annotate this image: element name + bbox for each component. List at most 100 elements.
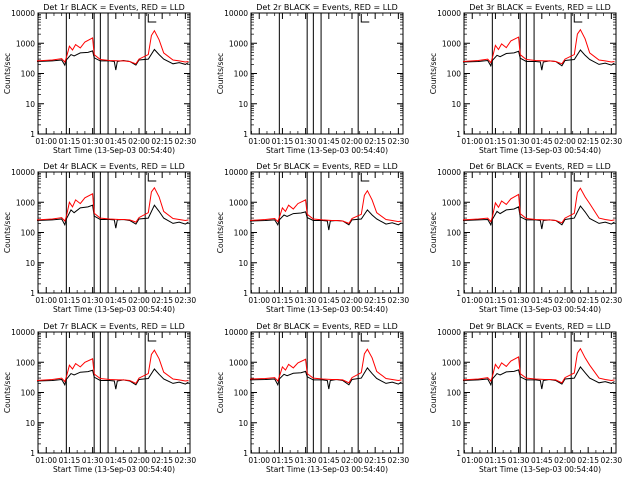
bracket-marker [573, 14, 583, 23]
y-tick-label: 10 [451, 100, 461, 109]
x-tick-label: 01:45 [105, 137, 127, 146]
x-tick-label: 01:30 [295, 456, 317, 465]
lld-series-line [36, 349, 189, 385]
y-tick-label: 1000 [442, 198, 461, 207]
events-series-line [462, 49, 615, 71]
y-tick-label: 10000 [11, 9, 35, 18]
x-tick-label: 02:30 [388, 296, 410, 305]
panel-title: Det 4r BLACK = Events, RED = LLD [43, 162, 185, 171]
y-tick-label: 10000 [224, 328, 248, 337]
x-tick-label: 01:00 [461, 137, 483, 146]
x-tick-label: 02:15 [577, 296, 599, 305]
y-axis-label: Counts/sec [429, 372, 438, 413]
y-tick-label: 100 [234, 70, 249, 79]
y-tick-label: 100 [234, 229, 249, 238]
y-tick-label: 1 [243, 130, 248, 139]
panel-title: Det 2r BLACK = Events, RED = LLD [256, 3, 398, 12]
x-tick-label: 02:00 [341, 137, 363, 146]
y-tick-label: 10 [25, 259, 35, 268]
x-tick-label: 02:30 [175, 456, 197, 465]
panel-title: Det 7r BLACK = Events, RED = LLD [43, 322, 185, 331]
y-tick-label: 100 [21, 389, 36, 398]
detector-panel: Det 6r BLACK = Events, RED = LLD 1 10 100 10… [429, 162, 622, 314]
y-tick-label: 10 [238, 100, 248, 109]
y-tick-label: 1000 [229, 198, 248, 207]
detector-panel: Det 4r BLACK = Events, RED = LLD 1 10 100 10… [3, 162, 196, 314]
y-tick-label: 10 [25, 419, 35, 428]
y-tick-label: 1 [30, 289, 35, 298]
plot-frame [250, 12, 404, 135]
y-tick-label: 1 [456, 130, 461, 139]
plot-frame [463, 12, 617, 135]
x-tick-label: 01:00 [248, 456, 270, 465]
bracket-marker [360, 14, 370, 23]
y-tick-label: 100 [447, 389, 462, 398]
y-tick-label: 1000 [16, 198, 35, 207]
x-tick-label: 02:30 [601, 456, 623, 465]
y-axis-label: Counts/sec [3, 372, 12, 413]
panel-title: Det 6r BLACK = Events, RED = LLD [469, 162, 611, 171]
y-tick-label: 1000 [229, 39, 248, 48]
y-axis-label: Counts/sec [429, 53, 438, 94]
bracket-marker [360, 333, 370, 342]
x-tick-label: 01:45 [531, 456, 553, 465]
x-tick-label: 01:15 [272, 296, 294, 305]
lld-series-line [249, 189, 402, 225]
x-tick-label: 02:30 [175, 296, 197, 305]
y-tick-label: 1000 [229, 358, 248, 367]
y-tick-label: 100 [21, 70, 36, 79]
events-series-line [36, 368, 189, 390]
x-tick-label: 01:15 [59, 137, 81, 146]
x-tick-label: 01:45 [531, 296, 553, 305]
x-axis-label: Start Time (13-Sep-03 00:54:40) [479, 465, 601, 474]
x-tick-label: 01:30 [508, 456, 530, 465]
lld-series-line [36, 186, 189, 223]
bracket-marker [573, 333, 583, 342]
events-series-line [36, 204, 189, 229]
panel-title: Det 9r BLACK = Events, RED = LLD [469, 322, 611, 331]
x-tick-label: 01:00 [35, 296, 57, 305]
y-tick-label: 1 [30, 449, 35, 458]
x-tick-label: 02:15 [151, 456, 173, 465]
plot-frame [463, 171, 617, 294]
panel-title: Det 1r BLACK = Events, RED = LLD [43, 3, 185, 12]
x-axis-label: Start Time (13-Sep-03 00:54:40) [266, 305, 388, 314]
x-tick-label: 01:30 [82, 137, 104, 146]
x-tick-label: 01:15 [272, 456, 294, 465]
detector-panel: Det 5r BLACK = Events, RED = LLD 1 10 100 10… [216, 162, 409, 314]
x-tick-label: 02:00 [341, 296, 363, 305]
x-tick-label: 02:00 [128, 296, 150, 305]
x-tick-label: 01:15 [272, 137, 294, 146]
lld-series-line [249, 348, 402, 384]
x-tick-label: 01:45 [318, 456, 340, 465]
x-tick-label: 02:15 [364, 456, 386, 465]
y-tick-label: 10 [451, 419, 461, 428]
panel-title: Det 3r BLACK = Events, RED = LLD [469, 3, 611, 12]
x-tick-label: 01:30 [508, 137, 530, 146]
x-tick-label: 01:30 [508, 296, 530, 305]
bracket-marker [147, 333, 157, 342]
plot-frame [250, 331, 404, 454]
y-tick-label: 10000 [437, 328, 461, 337]
x-tick-label: 01:00 [35, 456, 57, 465]
lld-series-line [462, 347, 615, 384]
x-tick-label: 02:30 [175, 137, 197, 146]
x-tick-label: 02:30 [601, 137, 623, 146]
x-tick-label: 01:15 [59, 456, 81, 465]
events-series-line [249, 209, 402, 231]
x-tick-label: 02:30 [388, 137, 410, 146]
panel-title: Det 8r BLACK = Events, RED = LLD [256, 322, 398, 331]
plot-frame [37, 331, 191, 454]
lld-series-line [462, 28, 615, 65]
plot-frame [463, 331, 617, 454]
x-tick-label: 01:15 [485, 137, 507, 146]
plot-frame [250, 171, 404, 294]
x-tick-label: 02:00 [554, 456, 576, 465]
y-tick-label: 1000 [442, 39, 461, 48]
x-tick-label: 01:00 [248, 296, 270, 305]
y-tick-label: 10 [451, 259, 461, 268]
x-tick-label: 02:00 [341, 456, 363, 465]
x-tick-label: 01:00 [35, 137, 57, 146]
x-tick-label: 01:00 [461, 296, 483, 305]
